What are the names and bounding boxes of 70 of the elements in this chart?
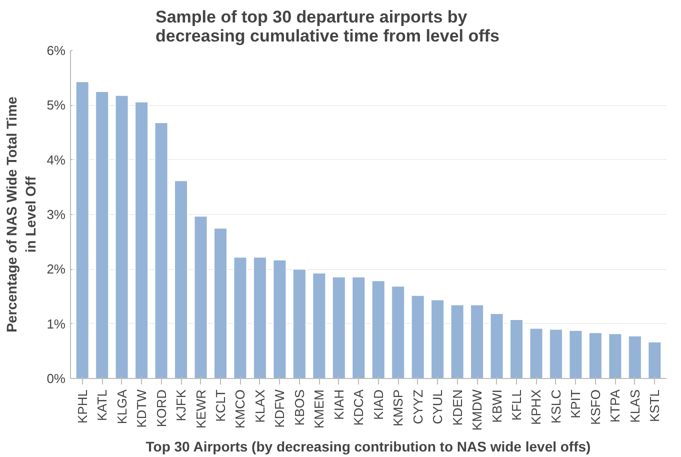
x-tick-label: KSLC xyxy=(548,389,564,424)
bar xyxy=(470,304,484,378)
x-tick-label: KPHL xyxy=(74,389,90,424)
bar xyxy=(608,333,622,378)
x-tick-label: KMDW xyxy=(470,388,485,431)
x-tick-label: KDEN xyxy=(450,389,465,426)
bar xyxy=(352,276,366,378)
x-tick-label: KMEM xyxy=(312,390,327,428)
y-tick-label: 0% xyxy=(46,371,66,386)
bar xyxy=(548,328,563,378)
bar xyxy=(490,312,504,378)
x-tick-label: CYYZ xyxy=(410,389,426,424)
bar xyxy=(332,276,346,378)
y-tick-label: 6% xyxy=(46,43,66,58)
bar xyxy=(648,341,662,378)
x-tick-label: KDCA xyxy=(351,389,366,426)
bar xyxy=(510,318,524,378)
bar xyxy=(430,299,445,378)
bar xyxy=(450,304,464,378)
bar xyxy=(588,332,602,378)
x-tick-label: KBOS xyxy=(292,389,307,426)
x-tick-label: KTPA xyxy=(608,389,623,422)
bar xyxy=(252,256,267,378)
x-tick-label: CYUL xyxy=(430,389,446,424)
x-tick-label: KDFW xyxy=(272,388,288,428)
bar xyxy=(154,122,168,378)
x-axis-title: Top 30 Airports (by decreasing contribution to NAS wide level offs) xyxy=(146,438,591,455)
bar xyxy=(174,180,188,378)
bar xyxy=(194,216,208,378)
bar xyxy=(391,286,406,378)
x-tick-label: KSFO xyxy=(588,389,603,425)
x-tick-label: KSTL xyxy=(647,389,662,422)
y-tick-label: 1% xyxy=(46,316,66,332)
bar xyxy=(134,101,149,378)
bar xyxy=(114,94,129,378)
x-tick-label: KMCO xyxy=(232,390,248,428)
x-tick-label: KIAH xyxy=(331,390,346,420)
chart-title: Sample of top 30 departure airports by decreasing cumulative time from level offs xyxy=(156,8,500,46)
bar xyxy=(312,272,326,378)
x-tick-label: KATL xyxy=(94,389,110,422)
bar xyxy=(628,335,642,378)
y-tick-label: 2% xyxy=(46,262,66,277)
bar xyxy=(75,81,90,378)
x-tick-label: KPHX xyxy=(528,389,544,425)
bar xyxy=(272,259,287,378)
bar xyxy=(95,91,110,378)
bar xyxy=(213,228,228,378)
bar xyxy=(233,256,248,378)
x-tick-label: KPIT xyxy=(568,389,584,418)
x-tick-label: KCLT xyxy=(212,389,228,422)
bar xyxy=(568,330,583,378)
x-tick-label: KLAS xyxy=(627,389,642,423)
y-tick-label: 3% xyxy=(46,207,66,222)
x-tick-label: KFLL xyxy=(509,389,524,421)
x-tick-label: KEWR xyxy=(193,390,208,428)
x-tick-label: KIAD xyxy=(370,390,386,420)
y-tick-label: 4% xyxy=(46,152,66,168)
x-tick-label: KLGA xyxy=(114,389,130,424)
bar xyxy=(371,280,386,378)
x-tick-label: KJFK xyxy=(174,389,189,422)
x-tick-label: KDTW xyxy=(134,388,150,428)
x-tick-label: KORD xyxy=(154,389,169,428)
bar xyxy=(410,294,425,378)
x-tick-label: KMSP xyxy=(390,390,406,426)
x-tick-label: KLAX xyxy=(252,389,268,423)
bar xyxy=(292,268,306,378)
bar xyxy=(529,328,544,378)
y-axis-title: Percentage of NAS Wide Total Time in Level Off xyxy=(4,96,39,332)
y-tick-label: 5% xyxy=(46,98,66,113)
x-tick-label: KBWI xyxy=(489,389,504,423)
